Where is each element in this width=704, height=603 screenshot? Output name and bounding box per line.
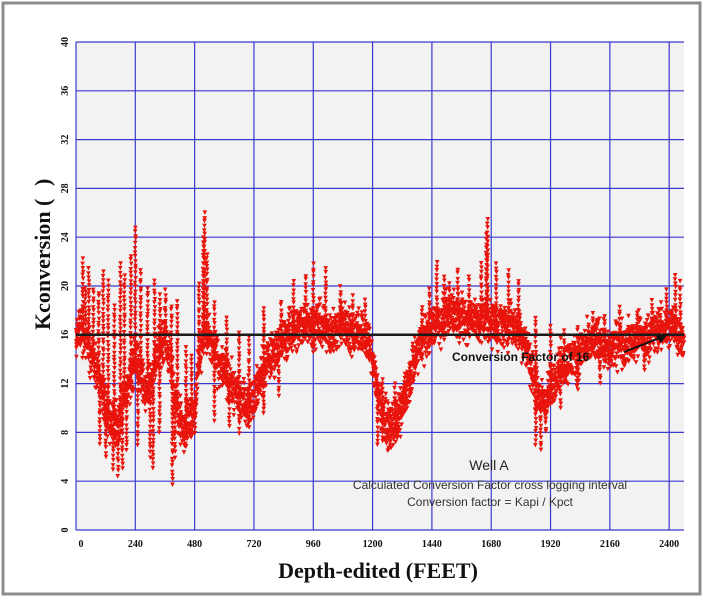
chart-frame: Conversion Factor of 16 Well A Calculate… [0, 0, 704, 598]
scatter-chart: Conversion Factor of 16 Well A Calculate… [0, 0, 704, 598]
